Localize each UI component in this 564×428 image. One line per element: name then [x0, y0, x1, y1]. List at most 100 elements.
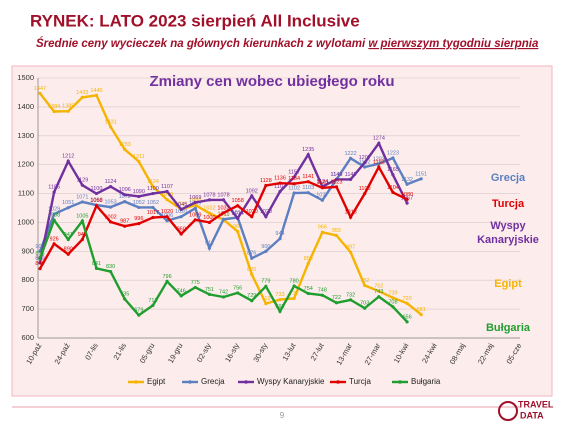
data-point [123, 147, 127, 151]
data-point [348, 298, 353, 302]
data-point [52, 218, 56, 222]
data-point [292, 284, 296, 288]
data-label: 762 [374, 284, 383, 290]
data-point [94, 266, 99, 270]
data-label: 1384 [48, 104, 60, 110]
data-label: 1149 [331, 172, 343, 178]
data-point [66, 206, 70, 210]
data-label: 1103 [302, 185, 314, 191]
y-tick-label: 600 [21, 333, 34, 342]
data-label: 1033 [217, 205, 229, 211]
y-tick-label: 800 [21, 275, 34, 284]
data-point [52, 109, 56, 114]
data-label: 732 [346, 292, 355, 298]
data-label: 729 [247, 293, 256, 299]
legend-label: Turcja [349, 377, 371, 386]
data-label: 1078 [203, 192, 215, 198]
data-point [66, 252, 70, 256]
data-label: 955 [332, 228, 341, 234]
logo-text: TRAVEL [518, 399, 554, 409]
data-point [137, 159, 141, 164]
series-annotation: Grecja [491, 172, 526, 184]
data-point [193, 203, 197, 207]
data-label: 1079 [161, 192, 173, 198]
data-label: 1020 [246, 209, 258, 215]
data-label: 780 [290, 278, 299, 284]
data-label: 679 [134, 308, 143, 314]
data-point [306, 180, 310, 184]
data-label: 1051 [62, 200, 74, 206]
data-label: 1212 [62, 154, 74, 160]
data-label: 1192 [373, 159, 385, 165]
data-label: 1017 [147, 210, 159, 216]
series-annotation: Turcja [492, 198, 525, 210]
data-point [320, 186, 324, 190]
data-point [348, 156, 353, 160]
data-point [207, 220, 212, 225]
data-label: 1100 [147, 186, 159, 192]
slide-title: RYNEK: LATO 2023 sierpień All Inclusive [30, 11, 360, 30]
data-label: 1072 [119, 194, 131, 200]
data-point [391, 173, 395, 177]
data-point [66, 237, 70, 242]
chart-title: Zmiany cen wobec ubiegłego roku [149, 73, 394, 90]
data-label: 858 [304, 256, 313, 262]
legend-label: Wyspy Kanaryjskie [257, 377, 325, 386]
data-point [151, 205, 155, 210]
data-label: 756 [233, 285, 242, 291]
data-point [405, 182, 409, 186]
data-label: 1014 [232, 211, 244, 217]
data-label: 996 [134, 216, 143, 222]
data-point [278, 181, 282, 185]
data-label: 796 [162, 274, 171, 280]
data-point [193, 200, 197, 205]
data-label: 1235 [302, 147, 314, 153]
logo-text: DATA [520, 410, 544, 420]
data-point [278, 237, 282, 241]
y-tick-label: 1500 [17, 73, 34, 82]
data-label: 1203 [373, 156, 385, 162]
data-label: 1141 [302, 174, 314, 180]
data-point [151, 215, 155, 220]
page-number: 9 [280, 411, 285, 420]
data-point [179, 207, 183, 212]
data-label: 841 [92, 261, 101, 267]
legend-label: Grecja [201, 377, 225, 386]
data-point [108, 269, 113, 274]
data-point [221, 295, 226, 299]
data-point [250, 194, 254, 198]
data-label: 1447 [34, 86, 46, 92]
y-tick-label: 1000 [17, 217, 34, 226]
data-point [377, 165, 381, 169]
data-point [165, 215, 169, 219]
data-point [236, 216, 240, 220]
slide-subtitle: Średnie ceny wycieczek na głównych kieru… [36, 37, 539, 50]
data-label: 911 [205, 241, 214, 247]
data-point [348, 250, 353, 254]
data-label: 708 [388, 299, 397, 305]
data-label: 1253 [119, 142, 131, 148]
data-point [80, 200, 84, 204]
data-point [151, 303, 155, 307]
data-point [137, 205, 141, 210]
data-label: 1100 [91, 186, 103, 192]
data-label: 1100 [359, 186, 371, 192]
data-point [108, 220, 113, 224]
data-label: 737 [290, 291, 299, 297]
data-label: 900 [35, 244, 44, 250]
data-label: 1136 [274, 176, 286, 182]
y-tick-label: 1400 [17, 102, 34, 111]
data-label: 1005 [76, 213, 88, 219]
data-label: 1090 [133, 189, 145, 195]
data-point [52, 212, 56, 216]
data-label: 1120 [316, 180, 328, 186]
data-point [137, 194, 141, 199]
y-tick-label: 1200 [17, 160, 34, 169]
data-label: 966 [318, 225, 327, 231]
data-label: 1129 [76, 178, 88, 184]
data-label: 890 [64, 247, 73, 253]
data-label: 1018 [344, 210, 356, 216]
data-point [320, 230, 324, 234]
data-point [377, 289, 381, 293]
data-point [221, 211, 226, 215]
